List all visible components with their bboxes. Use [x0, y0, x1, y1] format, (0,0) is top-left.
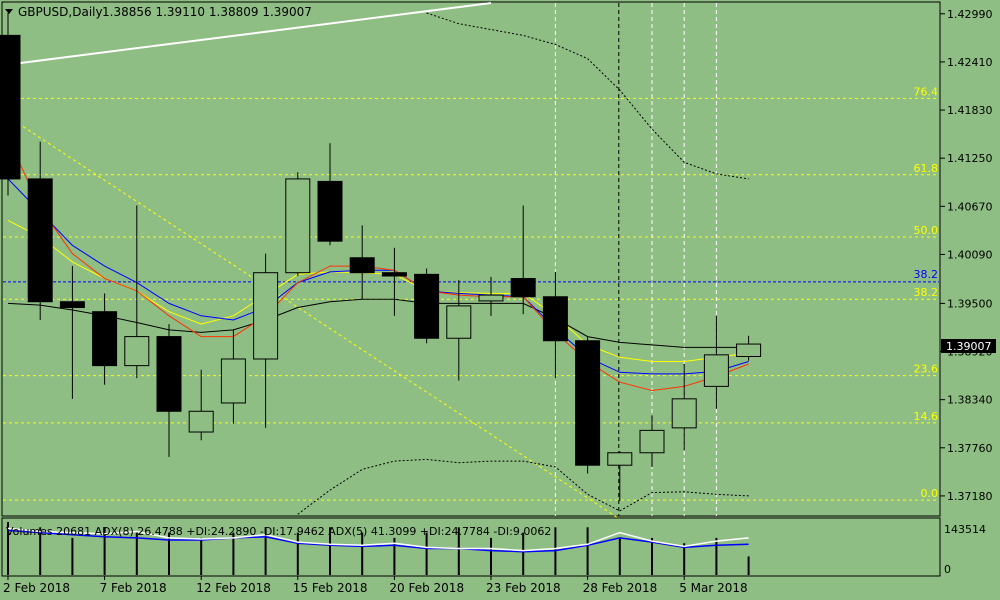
time-tick-label: 5 Mar 2018 — [679, 581, 747, 595]
bear-candle — [510, 278, 536, 298]
bear-candle — [349, 257, 375, 274]
indicator-plot-frame — [1, 517, 941, 577]
bull-candle — [478, 294, 504, 302]
bear-candle — [92, 311, 118, 367]
bear-candle — [414, 273, 440, 339]
time-tick-label: 12 Feb 2018 — [196, 581, 271, 595]
white-trendline — [2, 2, 492, 67]
bull-candle — [671, 398, 697, 429]
current-price-label: 1.39007 — [946, 340, 992, 353]
indicator-label: Volumes 20681 ADX(8) 26.4788 +DI:24.2890… — [6, 525, 551, 538]
symbol-label[interactable]: GBPUSD,Daily — [18, 5, 103, 19]
bear-candle — [156, 336, 182, 412]
fib-level-label: 38.2 — [914, 286, 939, 299]
envelope-lower-line — [297, 458, 749, 515]
time-tick-label: 2 Feb 2018 — [3, 581, 70, 595]
bear-candle — [0, 34, 21, 180]
bull-candle — [220, 358, 246, 404]
bear-candle — [59, 301, 85, 309]
price-tick-label: 1.42990 — [947, 8, 993, 21]
price-tick-label: 1.38340 — [947, 394, 993, 407]
price-tick-label: 1.42410 — [947, 56, 993, 69]
ohlc-label: 1.38856 1.39110 1.38809 1.39007 — [102, 5, 312, 19]
fib-level-label: 76.4 — [914, 85, 939, 98]
symbol-dropdown-icon[interactable] — [5, 9, 13, 14]
bull-candle — [446, 305, 472, 339]
price-tick-label: 1.37760 — [947, 442, 993, 455]
bull-candle — [124, 336, 150, 367]
price-tick-label: 1.41830 — [947, 104, 993, 117]
bear-candle — [575, 340, 601, 466]
blue-level-label: 38.2 — [914, 268, 939, 281]
indicator-axis-zero: 0 — [944, 563, 951, 576]
ma-red-line — [7, 137, 749, 392]
time-tick-label: 28 Feb 2018 — [583, 581, 658, 595]
yellow-trendline — [7, 116, 621, 520]
price-tick-label: 1.40670 — [947, 200, 993, 213]
price-tick-label: 1.40090 — [947, 248, 993, 261]
indicator-axis-top: 143514 — [944, 523, 986, 536]
ma-blue-line — [7, 178, 749, 375]
fib-level-label: 50.0 — [914, 224, 939, 237]
bull-candle — [188, 410, 214, 433]
price-tick-label: 1.41250 — [947, 152, 993, 165]
fib-level-label: 23.6 — [914, 363, 939, 376]
fib-level-label: 0.0 — [921, 487, 939, 500]
bear-candle — [542, 296, 568, 342]
adx-line — [7, 527, 749, 552]
price-tick-label: 1.39500 — [947, 297, 993, 310]
bull-candle — [607, 452, 633, 466]
time-tick-label: 20 Feb 2018 — [389, 581, 464, 595]
adx-di-line — [7, 529, 749, 553]
ma-black-line — [7, 298, 749, 348]
fib-level-label: 14.6 — [914, 410, 939, 423]
bull-candle — [639, 429, 665, 454]
fib-level-label: 61.8 — [914, 162, 939, 175]
bull-candle — [253, 272, 279, 360]
time-tick-label: 23 Feb 2018 — [486, 581, 561, 595]
bull-candle — [285, 178, 311, 274]
bull-candle — [703, 354, 729, 387]
current-price-tag — [941, 339, 996, 353]
time-tick-label: 7 Feb 2018 — [100, 581, 167, 595]
bear-candle — [27, 178, 53, 303]
bear-candle — [381, 272, 407, 277]
main-plot-frame — [1, 1, 941, 517]
price-tick-label: 1.37180 — [947, 490, 993, 503]
time-tick-label: 15 Feb 2018 — [293, 581, 368, 595]
bear-candle — [317, 180, 343, 242]
bull-candle — [736, 343, 762, 358]
